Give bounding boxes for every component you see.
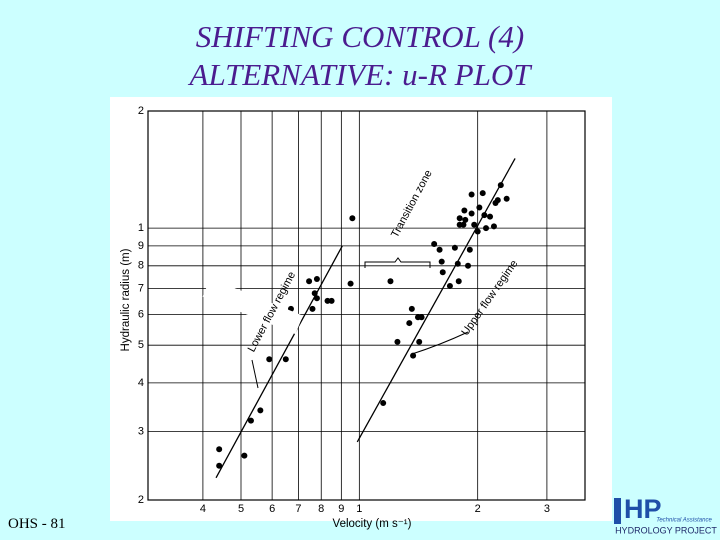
y-axis-label: Hydraulic radius (m) (120, 248, 132, 351)
fit-line (356, 158, 516, 443)
point (309, 305, 316, 312)
point (282, 356, 289, 363)
point (394, 338, 401, 345)
point (438, 258, 445, 265)
y-tick-label: 2 (138, 105, 144, 117)
point (497, 182, 504, 189)
x-tick-label: 6 (269, 503, 275, 515)
point (476, 204, 483, 211)
point (468, 210, 475, 217)
point (494, 197, 501, 204)
point (479, 190, 486, 197)
x-tick-label: 1 (356, 503, 362, 515)
point (241, 452, 248, 459)
point (216, 462, 223, 469)
point (466, 246, 473, 253)
y-tick-label: 3 (138, 425, 144, 437)
slide-title: ALTERNATIVE: u-R PLOT (189, 57, 531, 92)
logo-shape (614, 498, 621, 524)
point (471, 221, 478, 228)
point (456, 215, 463, 222)
logo-name: HYDROLOGY PROJECT (615, 525, 717, 535)
y-tick-label: 4 (138, 377, 144, 389)
point (465, 262, 472, 269)
point (216, 446, 223, 453)
point (416, 338, 423, 345)
point (380, 400, 387, 407)
x-tick-label: 2 (475, 503, 481, 515)
fit-line (215, 245, 343, 479)
logo-tagline: Technical Assistance (656, 518, 712, 524)
footer: OHS - 81 (8, 516, 66, 532)
point (468, 191, 475, 198)
point (387, 278, 394, 285)
point (313, 275, 320, 282)
y-tick-label: 6 (138, 308, 144, 320)
point (408, 305, 415, 312)
logo: HP Technical Assistance HYDROLOGY PROJEC… (614, 494, 717, 535)
point (481, 212, 488, 219)
point (487, 213, 494, 220)
point (451, 244, 458, 251)
point (490, 223, 497, 230)
x-tick-label: 4 (200, 503, 206, 515)
x-tick-label: 5 (238, 503, 244, 515)
point (328, 297, 335, 304)
point (410, 352, 417, 359)
plot-frame (147, 110, 586, 501)
point (347, 280, 354, 287)
point (436, 246, 443, 253)
point (439, 269, 446, 276)
x-axis-label: Velocity (m s⁻¹) (333, 518, 412, 530)
point (313, 295, 320, 302)
points (216, 182, 510, 469)
x-tick-label: 3 (544, 503, 550, 515)
point (349, 215, 356, 222)
logo-mark: HP (624, 494, 662, 524)
y-tick-label: 2 (138, 494, 144, 506)
pointer (411, 331, 469, 355)
point (455, 278, 462, 285)
point (257, 407, 264, 414)
chart-background (110, 97, 612, 521)
x-tick-label: 9 (338, 503, 344, 515)
point (446, 282, 453, 289)
point (406, 320, 413, 327)
point (266, 356, 273, 363)
y-tick-label: 5 (138, 339, 144, 351)
point (311, 290, 318, 297)
point (247, 417, 254, 424)
point (418, 314, 425, 321)
point (431, 241, 438, 248)
point (483, 225, 490, 232)
point (503, 195, 510, 202)
y-tick-label: 1 (138, 222, 144, 234)
point (456, 221, 463, 228)
point (306, 278, 313, 285)
slide-title: SHIFTING CONTROL (4) (195, 19, 525, 54)
point (462, 216, 469, 223)
pointer (251, 359, 259, 389)
x-tick-label: 8 (318, 503, 324, 515)
label-bg (202, 278, 303, 335)
y-tick-label: 7 (138, 282, 144, 294)
y-tick-label: 8 (138, 260, 144, 272)
point (461, 207, 468, 214)
point (454, 260, 461, 267)
fit-lines (215, 158, 516, 479)
y-tick-label: 9 (138, 240, 144, 252)
point (474, 228, 481, 235)
bracket (364, 257, 431, 268)
x-tick-label: 7 (295, 503, 301, 515)
